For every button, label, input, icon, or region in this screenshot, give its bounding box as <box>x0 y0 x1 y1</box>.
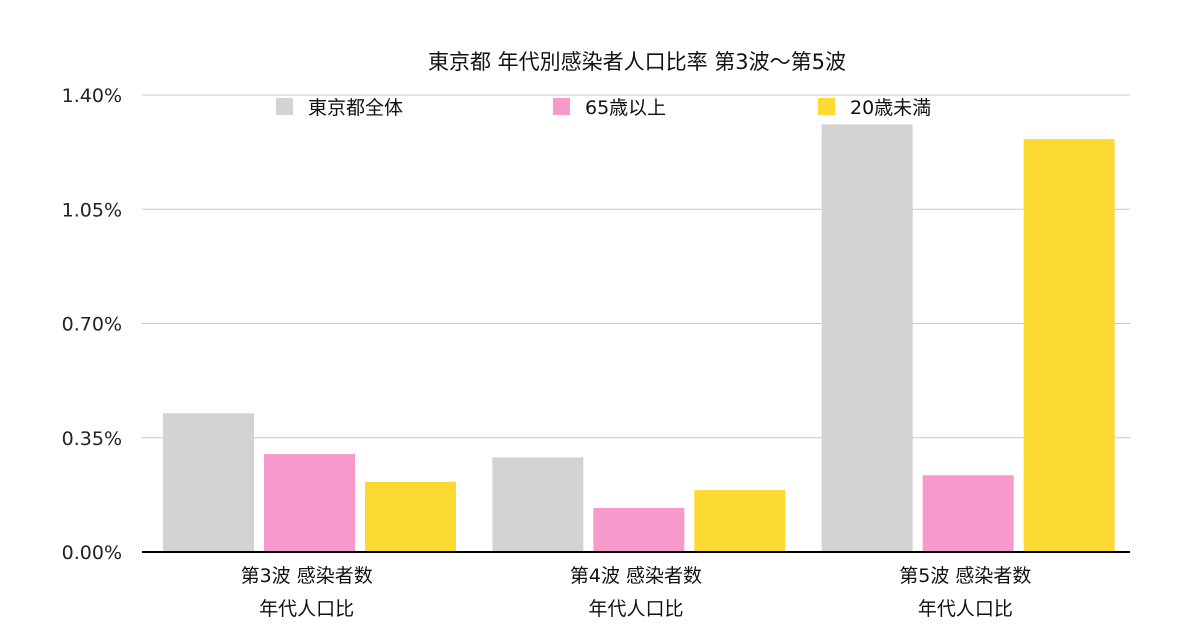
legend-label: 65歳以上 <box>585 97 666 119</box>
y-axis-tick-labels: 0.00% 0.35% 0.70% 1.05% 1.40% <box>62 85 122 564</box>
bar <box>694 489 786 552</box>
bar <box>492 457 584 552</box>
bars <box>163 124 1115 552</box>
y-tick-label: 0.35% <box>62 428 122 450</box>
legend-swatch <box>818 98 835 115</box>
bar <box>264 454 355 552</box>
bar <box>922 475 1014 552</box>
x-category-label: 第5波 感染者数 <box>899 565 1031 587</box>
chart-title: 東京都 年代別感染者人口比率 第3波〜第5波 <box>428 50 846 74</box>
bar <box>821 124 913 552</box>
y-tick-label: 1.40% <box>62 85 122 107</box>
bar <box>593 507 685 552</box>
x-category-label: 第4波 感染者数 <box>570 565 702 587</box>
gridlines <box>142 94 1130 439</box>
bar <box>1023 139 1115 552</box>
legend-swatch <box>276 98 293 115</box>
y-tick-label: 1.05% <box>62 199 122 221</box>
legend: 東京都全体 65歳以上 20歳未満 <box>276 97 931 119</box>
x-category-label: 年代人口比 <box>918 598 1013 620</box>
x-category-label: 年代人口比 <box>259 598 354 620</box>
legend-swatch <box>553 98 570 115</box>
y-tick-label: 0.00% <box>62 542 122 564</box>
bar <box>163 413 254 552</box>
x-category-label: 第3波 感染者数 <box>241 565 373 587</box>
legend-label: 東京都全体 <box>308 97 403 119</box>
legend-label: 20歳未満 <box>850 97 931 119</box>
y-tick-label: 0.70% <box>62 314 122 336</box>
x-category-label: 年代人口比 <box>588 598 683 620</box>
bar <box>365 481 456 552</box>
